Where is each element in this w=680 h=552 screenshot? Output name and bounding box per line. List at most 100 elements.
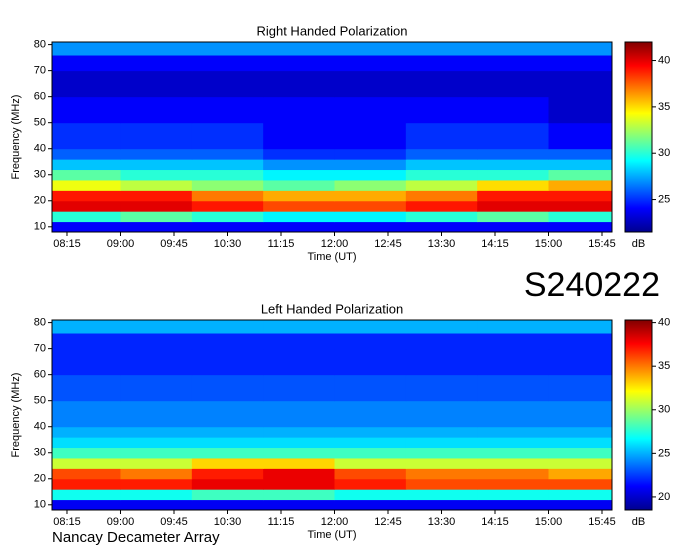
heatmap-cell	[52, 478, 121, 490]
heatmap-cell	[548, 211, 613, 223]
heatmap-cell	[405, 437, 478, 449]
x-tick-label: 12:00	[321, 238, 349, 250]
y-tick-label: 40	[34, 143, 46, 155]
heatmap-cell	[263, 468, 335, 480]
heatmap-cell	[263, 437, 335, 449]
heatmap-cell	[405, 190, 478, 202]
x-tick-label: 09:00	[107, 238, 135, 250]
heatmap-cell	[477, 96, 550, 124]
heatmap-cell	[477, 437, 550, 449]
heatmap-cell	[477, 70, 550, 98]
heatmap-cell	[263, 333, 335, 350]
heatmap-cell	[405, 478, 478, 490]
colorbar-tick-label: 25	[658, 447, 670, 459]
heatmap-cell	[477, 148, 550, 160]
heatmap-cell	[191, 42, 264, 56]
heatmap-cell	[263, 447, 335, 459]
heatmap-cell	[52, 96, 121, 124]
y-tick-label: 20	[34, 195, 46, 207]
heatmap-cell	[120, 374, 193, 402]
heatmap-cell	[334, 42, 407, 56]
heatmap-cell	[334, 478, 407, 490]
heatmap-cell	[334, 169, 407, 181]
heatmap-cell	[477, 159, 550, 171]
footer: Nancay Decameter Array	[52, 529, 220, 546]
y-tick-label: 80	[34, 39, 46, 51]
heatmap-cell	[334, 221, 407, 233]
heatmap-cell	[405, 489, 478, 501]
x-tick-label: 08:15	[53, 516, 81, 528]
heatmap-cell	[191, 70, 264, 98]
heatmap-cell	[477, 447, 550, 459]
heatmap-cell	[548, 457, 613, 469]
heatmap-cell	[405, 447, 478, 459]
heatmap-cell	[477, 211, 550, 223]
colorbar-tick-label: 20	[658, 491, 670, 503]
heatmap-cell	[405, 320, 478, 334]
heatmap-cell	[52, 348, 121, 376]
heatmap-cell	[548, 148, 613, 160]
heatmap-cell	[405, 468, 478, 480]
x-tick-label: 09:45	[160, 238, 188, 250]
colorbar-tick-label: 40	[658, 317, 670, 329]
heatmap-cell	[120, 179, 193, 191]
heatmap-cell	[120, 148, 193, 160]
x-tick-label: 12:45	[374, 238, 402, 250]
heatmap-cell	[405, 333, 478, 350]
heatmap-cell	[120, 169, 193, 181]
heatmap-cell	[191, 468, 264, 480]
heatmap-cell	[120, 190, 193, 202]
y-tick-label: 10	[34, 499, 46, 511]
heatmap-cell	[263, 169, 335, 181]
heatmap-cell	[120, 348, 193, 376]
heatmap-cell	[52, 190, 121, 202]
plot-frame	[51, 319, 613, 511]
heatmap-cell	[191, 122, 264, 150]
heatmap-cell	[405, 96, 478, 124]
colorbar-label: dB	[632, 238, 645, 250]
heatmap-cell	[191, 426, 264, 438]
heatmap-cell	[52, 320, 121, 334]
heatmap-cell	[191, 96, 264, 124]
heatmap-cell	[191, 374, 264, 402]
heatmap-cell	[548, 122, 613, 150]
heatmap-cell	[263, 374, 335, 402]
heatmap-cell	[263, 179, 335, 191]
heatmap-cell	[191, 179, 264, 191]
x-tick-label: 15:45	[588, 516, 616, 528]
heatmap-cell	[548, 468, 613, 480]
x-tick-label: 15:00	[535, 516, 563, 528]
heatmap-cell	[477, 122, 550, 150]
heatmap-cell	[191, 200, 264, 212]
heatmap-cell	[52, 159, 121, 171]
heatmap-cell	[120, 211, 193, 223]
heatmap-cell	[477, 499, 550, 511]
heatmap-cell	[477, 468, 550, 480]
heatmap-cell	[334, 55, 407, 72]
heatmap-cell	[548, 96, 613, 124]
heatmap-cell	[120, 468, 193, 480]
heatmap-cell	[263, 457, 335, 469]
x-tick-label: 10:30	[214, 516, 242, 528]
heatmap-cell	[405, 457, 478, 469]
chart-title: Right Handed Polarization	[256, 23, 407, 38]
heatmap-cell	[334, 374, 407, 402]
heatmap-cell	[191, 320, 264, 334]
heatmap-cell	[191, 478, 264, 490]
y-axis-label: Frequency (MHz)	[10, 95, 22, 180]
heatmap-cell	[548, 348, 613, 376]
heatmap-cell	[405, 122, 478, 150]
heatmap-cell	[191, 447, 264, 459]
heatmap-cell	[405, 179, 478, 191]
x-tick-label: 11:15	[268, 516, 295, 528]
heatmap-cell	[405, 374, 478, 402]
heatmap-cell	[477, 200, 550, 212]
heatmap-cell	[477, 400, 550, 428]
heatmap-cell	[477, 169, 550, 181]
heatmap-cell	[263, 70, 335, 98]
heatmap-cell	[191, 489, 264, 501]
heatmap-cell	[263, 42, 335, 56]
heatmap-cell	[263, 55, 335, 72]
heatmap-cell	[405, 221, 478, 233]
heatmap-cell	[334, 148, 407, 160]
